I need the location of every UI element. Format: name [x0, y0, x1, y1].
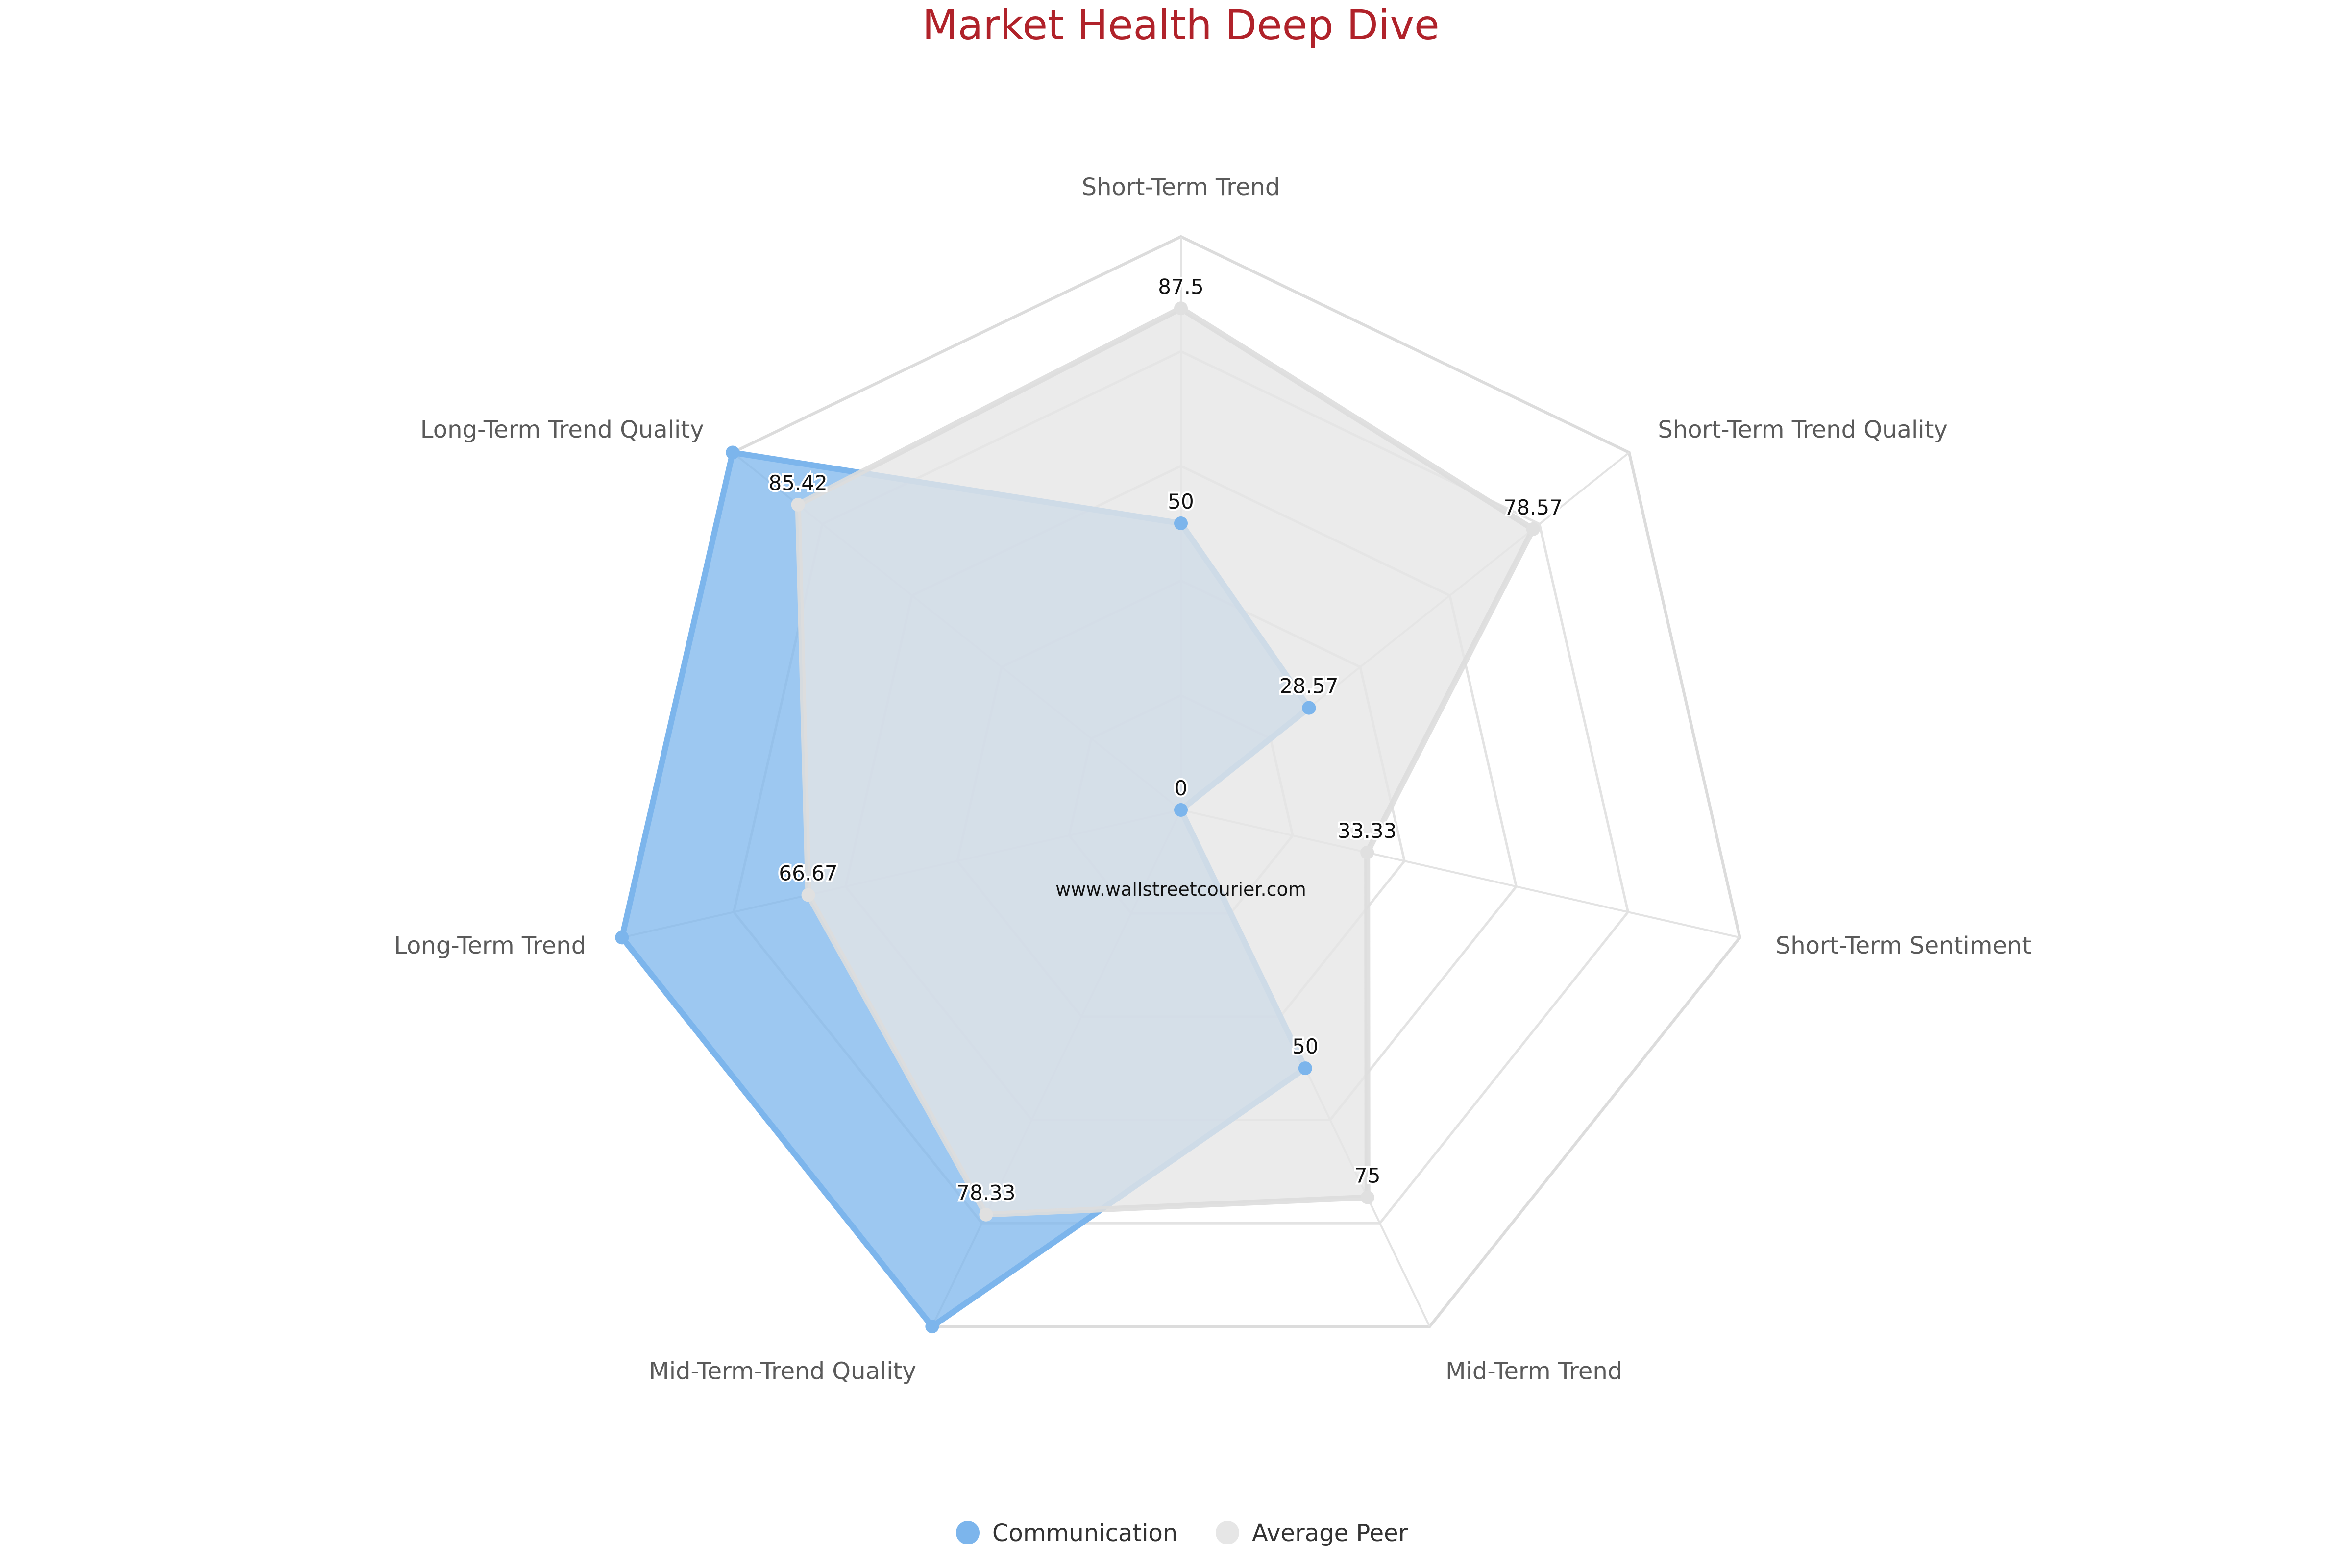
data-label-communication-short-term-trend: 50: [1168, 490, 1194, 514]
series-layer: [619, 305, 1536, 1330]
watermark: www.wallstreetcourier.com: [1055, 879, 1306, 900]
data-label-average-peer-short-term-trend: 87.5: [1158, 274, 1204, 298]
point-average-peer-mid-term-trend[interactable]: [1360, 1190, 1374, 1204]
axis-label-short-term-trend-quality: Short-Term Trend Quality: [1658, 416, 1947, 443]
point-average-peer-short-term-sentiment[interactable]: [1360, 845, 1374, 859]
point-communication-short-term-sentiment[interactable]: [1174, 803, 1188, 817]
point-average-peer-long-term-trend-quality[interactable]: [791, 497, 805, 512]
axis-label-mid-term-trend: Mid-Term Trend: [1446, 1358, 1622, 1385]
axis-label-short-term-trend: Short-Term Trend: [1082, 173, 1280, 201]
data-label-average-peer-short-term-trend-quality: 78.57: [1504, 495, 1563, 519]
axis-label-long-term-trend-quality: Long-Term Trend Quality: [420, 416, 704, 443]
data-label-communication-short-term-trend-quality: 28.57: [1279, 674, 1338, 698]
axis-label-long-term-trend: Long-Term Trend: [394, 932, 586, 959]
axis-labels: Short-Term Trend Short-Term Trend Quality…: [394, 173, 2031, 1385]
point-communication-short-term-trend[interactable]: [1174, 516, 1188, 530]
point-communication-long-term-trend-quality[interactable]: [726, 445, 740, 460]
points-layer: [615, 301, 1540, 1334]
data-label-average-peer-short-term-sentiment: 33.33: [1338, 819, 1396, 843]
axis-label-short-term-sentiment: Short-Term Sentiment: [1776, 932, 2031, 959]
point-average-peer-short-term-trend-quality[interactable]: [1526, 522, 1540, 536]
axis-label-mid-term-trend-quality: Mid-Term-Trend Quality: [649, 1358, 916, 1385]
value-labels: 50 28.57 0 50 87.5 78.57 33.33 75 78.33 66.67 85.4…: [767, 272, 1565, 1206]
point-average-peer-long-term-trend[interactable]: [801, 888, 815, 902]
point-communication-short-term-trend-quality[interactable]: [1302, 701, 1316, 715]
data-label-average-peer-long-term-trend: 66.67: [779, 861, 837, 885]
legend-label-average-peer: Average Peer: [1252, 1519, 1408, 1547]
point-communication-long-term-trend[interactable]: [615, 931, 629, 945]
legend-marker-average-peer: [1216, 1521, 1239, 1544]
chart-title: Market Health Deep Dive: [922, 1, 1439, 49]
point-communication-mid-term-trend-quality[interactable]: [925, 1320, 939, 1334]
legend: Communication Average Peer: [956, 1519, 1408, 1547]
legend-item-communication[interactable]: Communication: [956, 1519, 1177, 1547]
series-area-average-peer: [795, 305, 1536, 1218]
legend-item-average-peer[interactable]: Average Peer: [1216, 1519, 1408, 1547]
data-label-average-peer-mid-term-trend: 75: [1354, 1164, 1380, 1188]
point-average-peer-short-term-trend[interactable]: [1174, 301, 1188, 316]
point-communication-mid-term-trend[interactable]: [1298, 1061, 1312, 1076]
legend-label-communication: Communication: [992, 1519, 1177, 1547]
data-label-average-peer-mid-term-trend-quality: 78.33: [956, 1181, 1015, 1205]
legend-marker-communication: [956, 1521, 980, 1544]
data-label-communication-short-term-sentiment: 0: [1175, 776, 1188, 800]
data-label-average-peer-long-term-trend-quality: 85.42: [769, 471, 828, 495]
data-label-communication-mid-term-trend: 50: [1292, 1034, 1318, 1058]
point-average-peer-mid-term-trend-quality[interactable]: [979, 1207, 993, 1222]
